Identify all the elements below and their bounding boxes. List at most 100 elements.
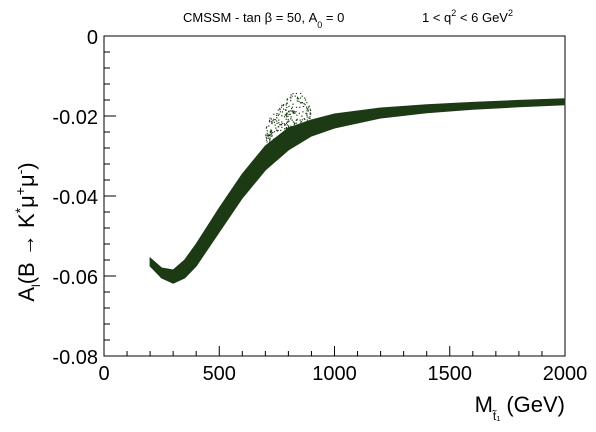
scatter-point xyxy=(296,98,298,100)
scatter-point xyxy=(287,115,289,117)
y-axis-label: Al(B → K*μ+μ-) xyxy=(12,162,43,301)
scatter-point xyxy=(272,120,274,122)
scatter-point xyxy=(286,116,288,118)
scatter-point xyxy=(308,105,310,107)
scatter-point xyxy=(291,106,293,108)
scatter-point xyxy=(276,130,278,132)
scatter-point xyxy=(282,103,285,106)
scatter-point xyxy=(283,108,285,110)
scatter-point xyxy=(285,104,287,106)
scatter-point xyxy=(288,125,290,127)
scatter-point xyxy=(301,101,303,104)
scatter-point xyxy=(273,138,275,140)
scatter-point xyxy=(306,107,308,110)
scatter-point xyxy=(283,128,286,130)
scatter-point xyxy=(269,141,271,143)
scatter-point xyxy=(273,131,276,133)
scatter-point xyxy=(292,111,294,113)
scatter-point xyxy=(280,124,282,126)
scatter-point xyxy=(277,109,279,111)
scatter-point xyxy=(306,116,308,118)
scatter-point xyxy=(269,119,271,121)
y-tick-label: 0 xyxy=(87,27,98,49)
scatter-point xyxy=(297,98,300,100)
scatter-point xyxy=(273,138,275,141)
scatter-point xyxy=(284,124,286,126)
scatter-point xyxy=(292,121,295,123)
scatter-point xyxy=(269,139,271,141)
scatter-point xyxy=(265,137,267,139)
scatter-point xyxy=(295,119,297,121)
scatter-point xyxy=(290,97,292,99)
scatter-point xyxy=(290,116,292,118)
scatter-point xyxy=(285,113,287,115)
scatter-point xyxy=(286,129,288,131)
y-axis: 0 -0.02 -0.04 -0.06 -0.08 xyxy=(52,27,116,369)
x-tick-label: 2000 xyxy=(543,363,588,385)
plot-frame xyxy=(103,35,566,357)
scatter-point xyxy=(273,118,275,120)
scatter-point xyxy=(293,123,295,126)
scatter-point xyxy=(286,99,288,101)
scatter-point xyxy=(306,119,309,121)
scatter-point xyxy=(309,113,311,115)
scatter-point xyxy=(304,118,306,121)
scatter-point xyxy=(272,132,274,134)
scatter-point xyxy=(274,119,276,121)
scatter-point xyxy=(286,124,288,126)
scatter-point xyxy=(300,121,302,123)
scatter-point xyxy=(304,103,306,106)
scatter-point xyxy=(290,126,293,128)
scatter-point xyxy=(299,106,301,108)
scatter-point xyxy=(281,123,283,125)
scatter-point xyxy=(295,111,297,113)
scatter-point xyxy=(283,116,286,118)
scatter-point xyxy=(288,126,290,128)
scatter-point xyxy=(270,133,272,135)
scatter-point xyxy=(295,92,297,95)
scatter-point xyxy=(290,118,292,120)
scatter-point xyxy=(271,131,273,133)
scatter-point xyxy=(269,137,271,139)
scatter-point xyxy=(277,129,279,132)
scatter-point xyxy=(280,129,282,132)
scatter-point xyxy=(292,92,294,95)
scatter-point xyxy=(281,121,283,123)
scatter-point xyxy=(275,114,278,117)
scatter-point xyxy=(309,109,312,112)
scatter-point xyxy=(275,127,277,129)
scatter-point xyxy=(279,111,281,113)
scatter-point xyxy=(306,106,308,108)
scatter-point xyxy=(279,108,281,110)
scatter-point xyxy=(269,131,271,133)
y-tick-label: -0.08 xyxy=(52,347,98,369)
scatter-point xyxy=(300,92,302,95)
scatter-point xyxy=(289,96,291,98)
x-tick-label: 500 xyxy=(203,363,236,385)
scatter-point xyxy=(302,111,304,113)
scatter-point xyxy=(266,130,268,132)
scatter-point xyxy=(306,114,308,116)
scatter-point xyxy=(285,109,287,111)
scatter-point xyxy=(296,118,298,120)
x-axis-label: Mt̃₁ (GeV) xyxy=(475,392,565,423)
scatter-point xyxy=(286,112,288,114)
scatter-point xyxy=(278,113,280,115)
scatter-point xyxy=(300,121,302,123)
scatter-point xyxy=(268,125,270,127)
scatter-point xyxy=(290,94,292,96)
x-tick-label: 1500 xyxy=(428,363,473,385)
scatter-point xyxy=(286,106,288,109)
scatter-point xyxy=(291,110,293,112)
scatter-point xyxy=(265,134,267,136)
scatter-point xyxy=(286,113,288,115)
scatter-point xyxy=(281,115,283,117)
scatter-point xyxy=(275,129,278,131)
scatter-point xyxy=(270,118,273,120)
scatter-point xyxy=(309,108,311,110)
scatter-point xyxy=(299,97,302,99)
scatter-point xyxy=(301,119,303,121)
scatter-point xyxy=(276,112,278,115)
scatter-point xyxy=(292,103,294,105)
